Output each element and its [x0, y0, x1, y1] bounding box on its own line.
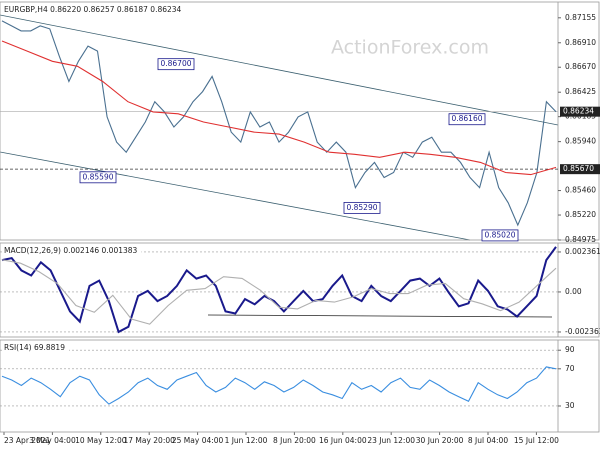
y-tick-label: 0.86425 — [565, 87, 596, 96]
price-annotation-box — [79, 171, 117, 184]
macd-support — [207, 314, 553, 318]
price-annotation-box — [481, 229, 519, 242]
price-annotation: 0.85290 — [346, 203, 377, 212]
x-tick-label: 17 May 20:00 — [123, 436, 175, 445]
x-tick-label: 23 Apr 2021 — [4, 436, 51, 445]
panel-frame — [0, 339, 600, 433]
x-tick-label: 30 Jun 20:00 — [416, 436, 464, 445]
channel-lower — [0, 151, 471, 241]
level-label: 0.86234 — [563, 107, 594, 116]
price-annotation: 0.86700 — [160, 59, 191, 68]
series-line — [1, 259, 557, 325]
panel-frame — [0, 1, 600, 241]
x-tick-label: 1 Jun 12:00 — [225, 436, 268, 445]
series-line — [1, 366, 557, 405]
price-annotation: 0.85020 — [484, 230, 515, 239]
x-tick-label: 8 Jul 04:00 — [468, 436, 508, 445]
x-tick-label: 8 Jun 20:00 — [273, 436, 316, 445]
y-tick-label: 70 — [565, 364, 575, 373]
y-tick-label: 0.87155 — [565, 13, 596, 22]
price-annotation: 0.85590 — [82, 172, 113, 181]
y-tick-label: 90 — [565, 345, 575, 354]
watermark: ActionForex.com — [331, 37, 489, 59]
series-line — [1, 40, 557, 176]
y-tick-label: 0.002361 — [565, 247, 600, 256]
level-label: 0.85670 — [563, 164, 594, 173]
x-tick-label: 15 Jul 12:00 — [514, 436, 559, 445]
panel-frame — [0, 242, 600, 338]
price-annotation-box — [157, 58, 195, 71]
x-tick-label: 3 May 04:00 — [29, 436, 76, 445]
title-bg — [2, 245, 142, 256]
y-tick-label: 30 — [565, 401, 575, 410]
price-annotation-box — [448, 113, 486, 126]
series-line — [1, 246, 557, 334]
y-tick-label: 0.85220 — [565, 210, 596, 219]
y-tick-label: 0.86910 — [565, 38, 596, 47]
y-tick-label: 0.84975 — [565, 235, 596, 244]
x-tick-label: 23 Jun 12:00 — [367, 436, 415, 445]
series-line — [1, 20, 557, 227]
level-box — [560, 106, 600, 117]
panel-title: MACD(12,26,9) 0.002146 0.001383 — [4, 246, 138, 255]
y-tick-label: 0.00 — [565, 287, 582, 296]
y-tick-label: -0.002363 — [565, 327, 600, 336]
price-annotation: 0.86160 — [451, 114, 482, 123]
panel-title: EURGBP,H4 0.86220 0.86257 0.86187 0.8623… — [4, 5, 182, 14]
y-tick-label: 0.86670 — [565, 62, 596, 71]
x-tick-label: 16 Jun 04:00 — [319, 436, 367, 445]
channel-upper — [0, 14, 559, 126]
title-bg — [2, 4, 186, 15]
x-tick-label: 25 May 04:00 — [172, 436, 224, 445]
panel-title: RSI(14) 69.8819 — [4, 343, 65, 352]
title-bg — [2, 342, 69, 353]
price-annotation-box — [343, 201, 381, 214]
y-tick-label: 0.85460 — [565, 186, 596, 195]
x-tick-label: 10 May 12:00 — [75, 436, 127, 445]
level-box — [560, 164, 600, 175]
y-tick-label: 0.85940 — [565, 137, 596, 146]
